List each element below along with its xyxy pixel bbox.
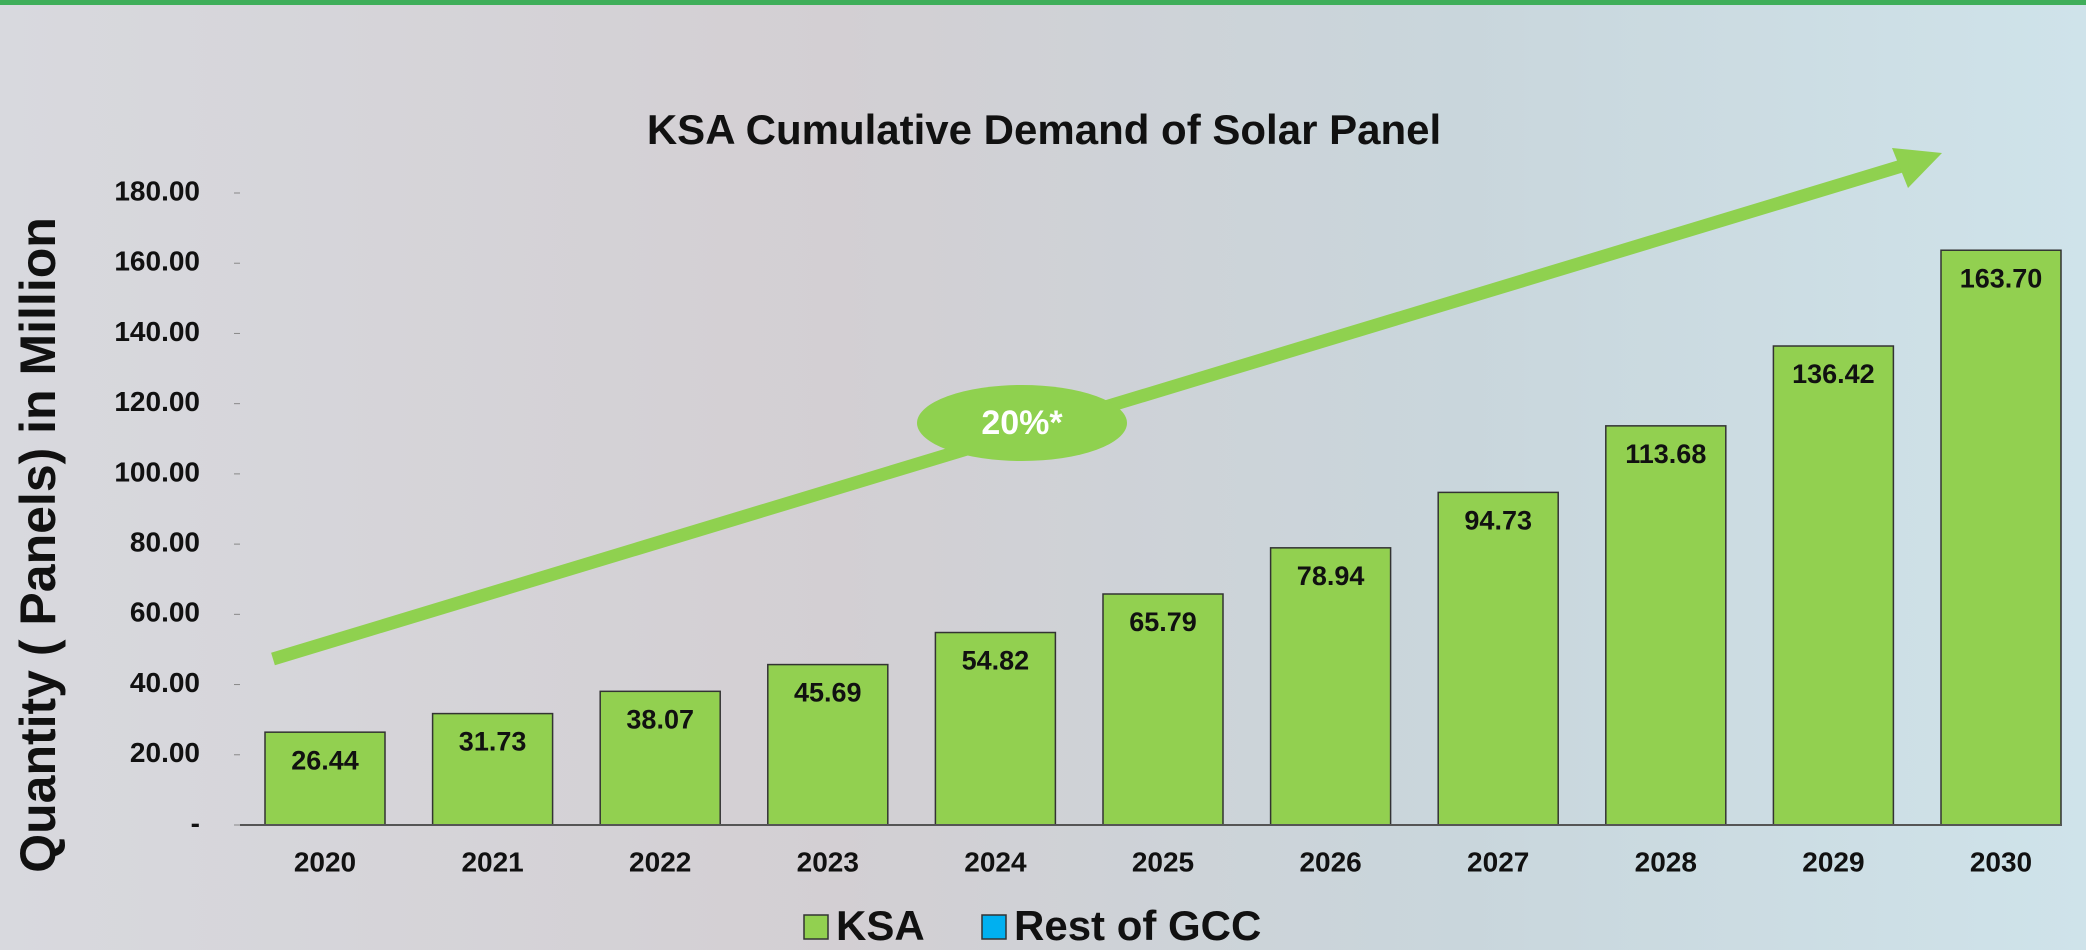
- y-tick-label: 140.00: [114, 316, 200, 347]
- data-label: 94.73: [1464, 506, 1532, 536]
- y-tick-label: 180.00: [114, 175, 200, 206]
- data-label: 113.68: [1625, 439, 1706, 469]
- y-tick-label: 40.00: [130, 667, 200, 698]
- data-label: 163.70: [1960, 263, 2043, 293]
- data-label: 26.44: [291, 745, 359, 775]
- data-label: 54.82: [962, 646, 1030, 676]
- data-label: 31.73: [459, 727, 527, 757]
- bar: [1605, 425, 1727, 826]
- x-tick-label: 2029: [1802, 846, 1864, 877]
- chart-title: KSA Cumulative Demand of Solar Panel: [647, 106, 1441, 153]
- x-tick-label: 2024: [964, 846, 1027, 877]
- data-label: 78.94: [1297, 561, 1365, 591]
- data-label: 38.07: [626, 704, 694, 734]
- bar: [431, 712, 554, 826]
- bar: [599, 690, 721, 826]
- bar: [1437, 491, 1559, 826]
- x-tick-label: 2020: [294, 846, 356, 877]
- trend-arrow: [271, 148, 1942, 666]
- legend-swatch: [803, 914, 829, 940]
- bar: [767, 663, 889, 826]
- annotation: 20%*: [981, 404, 1063, 442]
- y-tick-label: 100.00: [114, 456, 200, 487]
- x-tick-label: 2030: [1970, 846, 2032, 877]
- y-tick-label: 160.00: [114, 246, 200, 277]
- bar: [1102, 593, 1224, 826]
- x-tick-label: 2023: [797, 846, 859, 877]
- bar: [1772, 345, 1895, 826]
- legend-label: KSA: [836, 902, 925, 949]
- bar: [1269, 547, 1392, 826]
- y-tick-label: 20.00: [130, 737, 200, 768]
- y-tick-label: -: [191, 807, 200, 838]
- x-tick-label: 2025: [1132, 846, 1194, 877]
- x-tick-label: 2027: [1467, 846, 1529, 877]
- x-tick-label: 2028: [1635, 846, 1697, 877]
- bar: [264, 731, 386, 826]
- top-border: [0, 0, 2086, 5]
- x-tick-label: 2021: [461, 846, 523, 877]
- y-tick-label: 120.00: [114, 386, 200, 417]
- x-tick-label: 2022: [629, 846, 691, 877]
- data-label: 45.69: [794, 678, 862, 708]
- y-tick-label: 80.00: [130, 527, 200, 558]
- legend-label: Rest of GCC: [1014, 902, 1261, 949]
- y-axis-label: Quantity ( Panels) in Million: [10, 217, 66, 873]
- data-label: 65.79: [1129, 607, 1197, 637]
- data-label: 136.42: [1792, 359, 1875, 389]
- legend-swatch: [981, 914, 1007, 940]
- bar: [934, 631, 1057, 826]
- bar: [1940, 249, 2062, 826]
- y-tick-label: 60.00: [130, 597, 200, 628]
- x-tick-label: 2026: [1299, 846, 1361, 877]
